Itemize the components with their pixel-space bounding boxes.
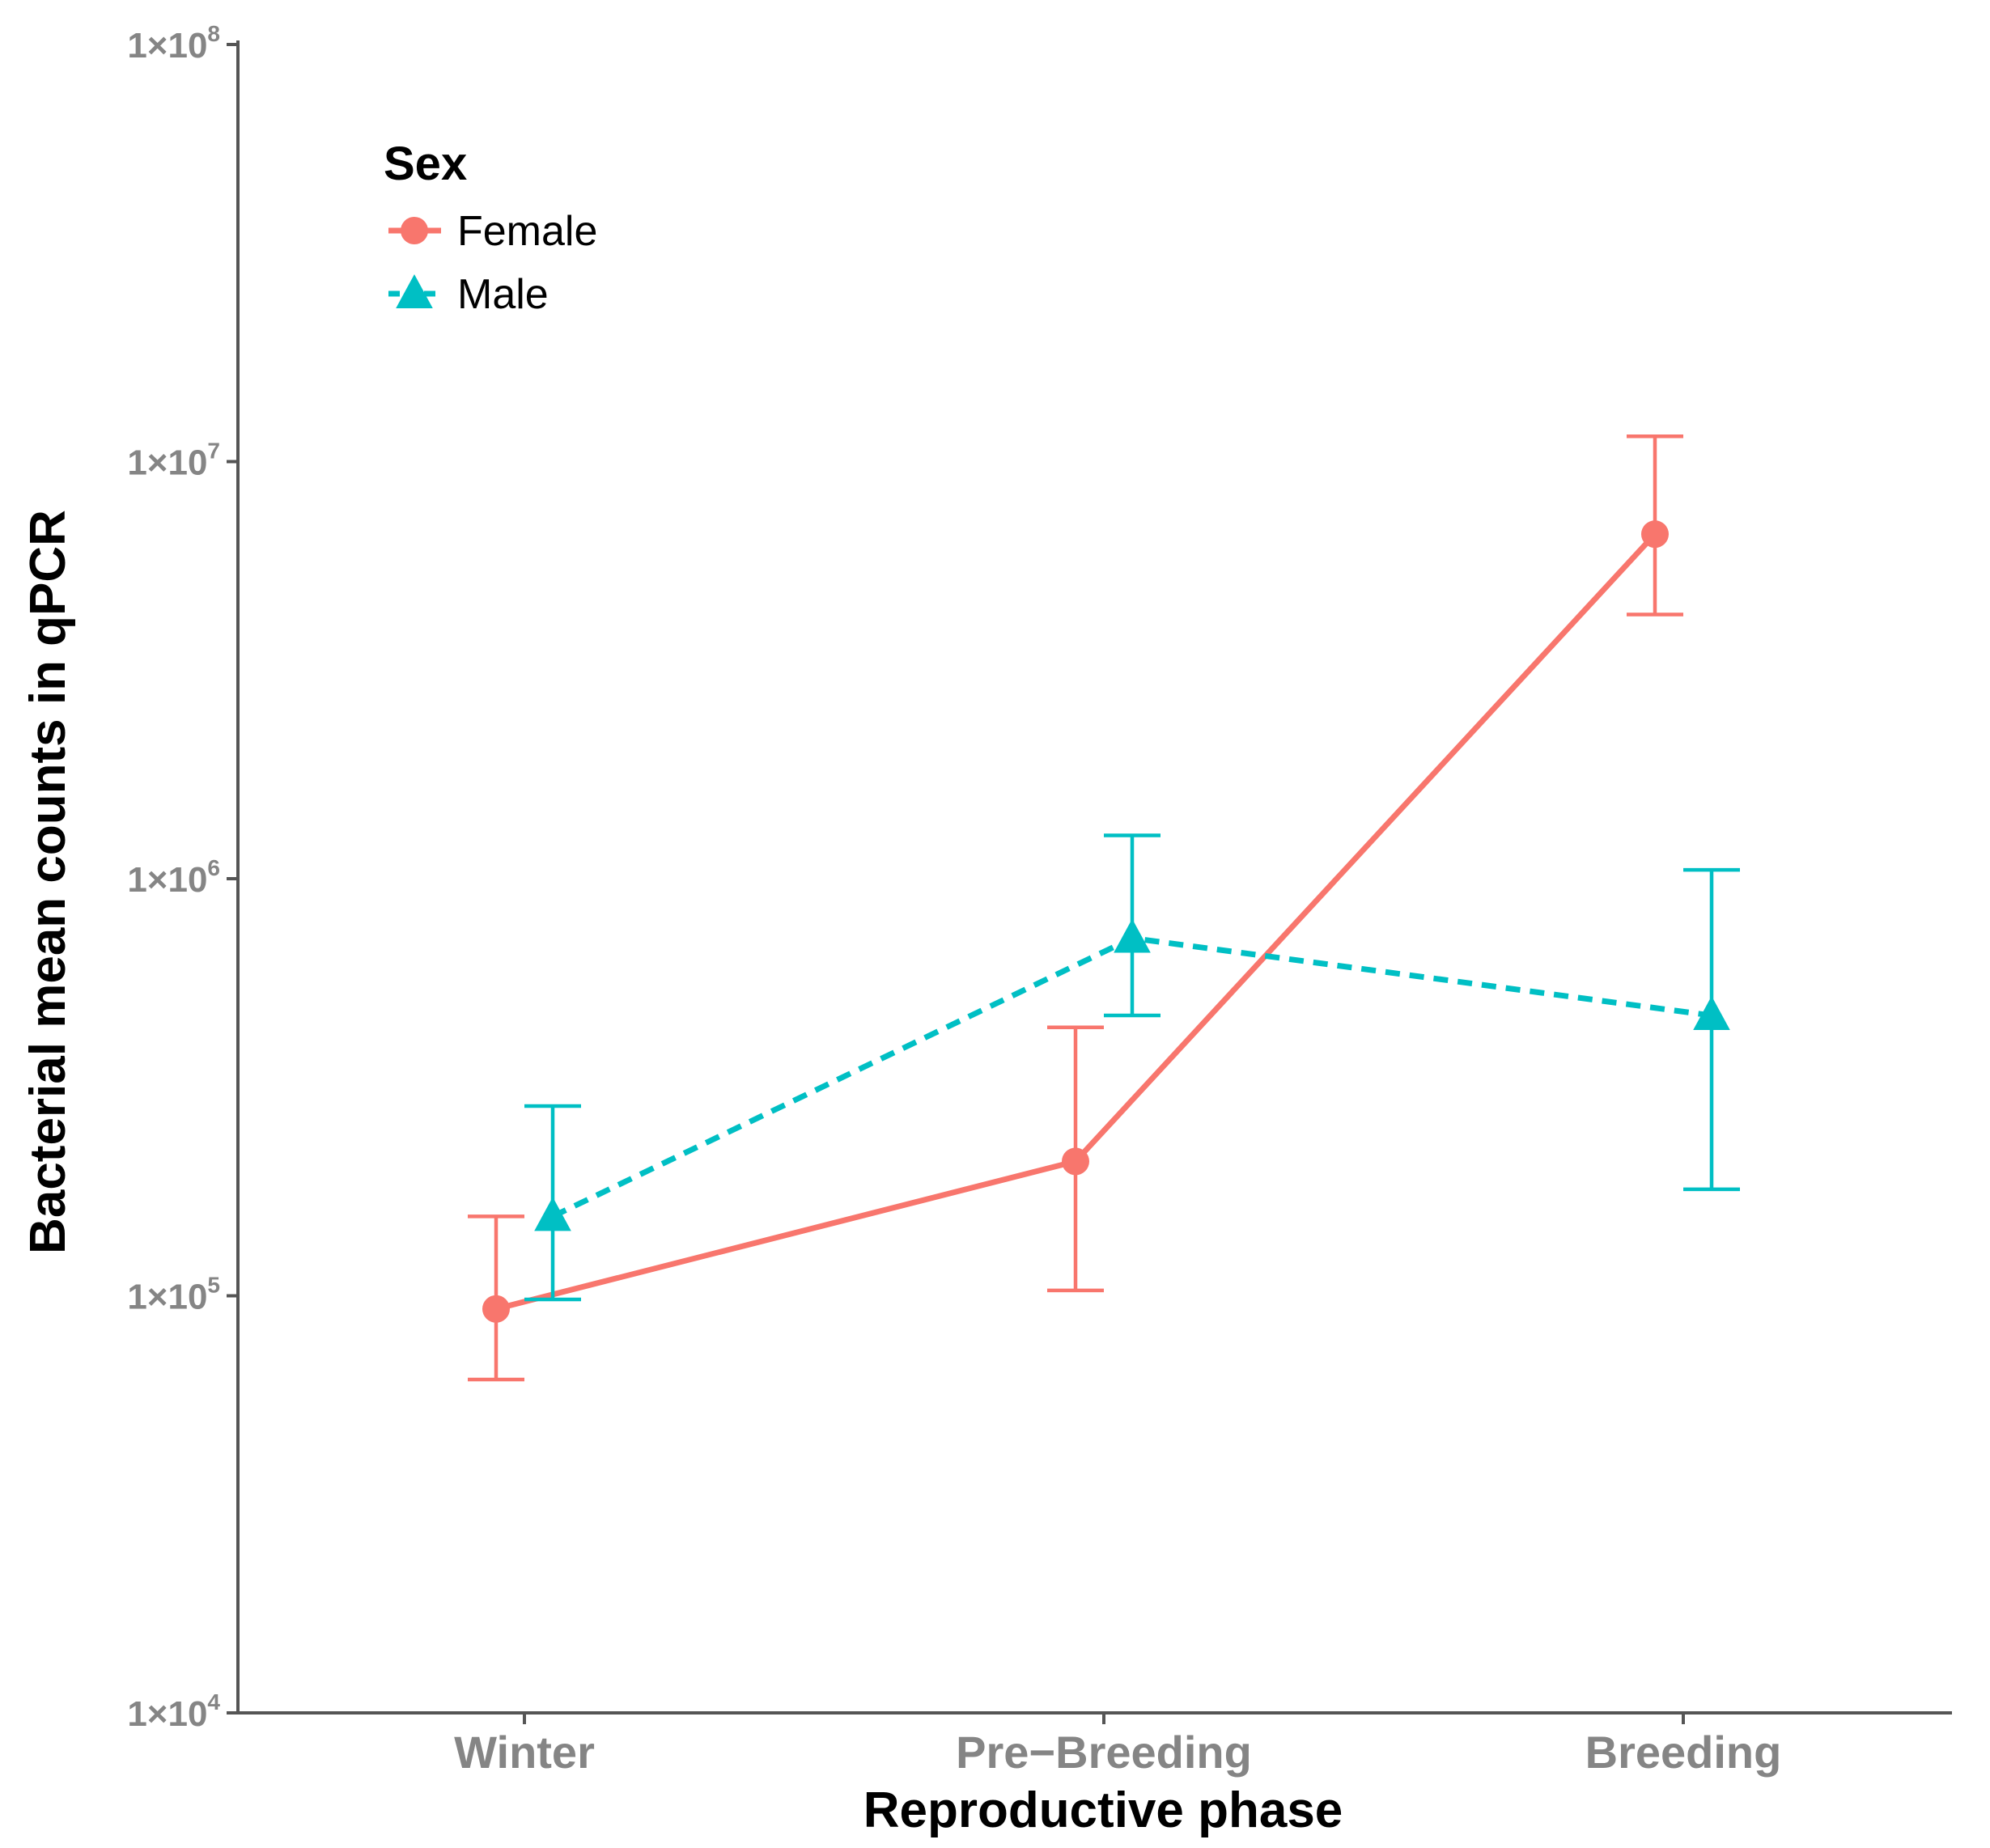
legend-label: Male: [457, 271, 549, 318]
data-point: [534, 1197, 571, 1231]
y-tick-exponent: 7: [207, 439, 220, 464]
series-layer: [468, 434, 1740, 1382]
x-tick-label: Winter: [454, 1727, 595, 1778]
y-tick-label: 1×108: [127, 21, 220, 66]
data-point: [1062, 1147, 1089, 1176]
x-axis-title: Reproductive phase: [863, 1782, 1343, 1838]
x-tick-label: Pre−Breeding: [956, 1727, 1252, 1778]
legend-item-male: Male: [388, 271, 549, 318]
data-point: [1693, 996, 1730, 1031]
y-tick-label: 1×107: [127, 439, 220, 483]
legend-marker: [401, 217, 428, 244]
data-point: [1114, 918, 1151, 953]
series-female: [468, 434, 1683, 1382]
y-tick-exponent: 6: [207, 855, 220, 880]
y-tick-mantissa: 1×10: [127, 860, 207, 900]
legend-item-female: Female: [388, 208, 597, 255]
y-tick-mantissa: 1×10: [127, 1278, 207, 1317]
data-point: [482, 1295, 510, 1323]
y-axis-title: Bacterial mean counts in qPCR: [20, 510, 76, 1254]
series-male: [524, 833, 1740, 1302]
legend-title: Sex: [384, 138, 467, 190]
legend: Sex Female Male: [384, 138, 597, 318]
x-tick-label: Breeding: [1585, 1727, 1782, 1778]
legend-marker: [396, 274, 433, 308]
y-tick-label: 1×104: [127, 1689, 220, 1734]
y-tick-exponent: 5: [207, 1273, 220, 1298]
y-tick-exponent: 8: [207, 21, 220, 46]
y-tick-mantissa: 1×10: [127, 1694, 207, 1734]
y-tick-mantissa: 1×10: [127, 26, 207, 66]
y-tick-label: 1×105: [127, 1273, 220, 1317]
y-tick-exponent: 4: [207, 1689, 220, 1714]
y-tick-mantissa: 1×10: [127, 443, 207, 483]
legend-label: Female: [457, 208, 597, 255]
data-point: [1641, 520, 1669, 549]
y-tick-label: 1×106: [127, 855, 220, 900]
